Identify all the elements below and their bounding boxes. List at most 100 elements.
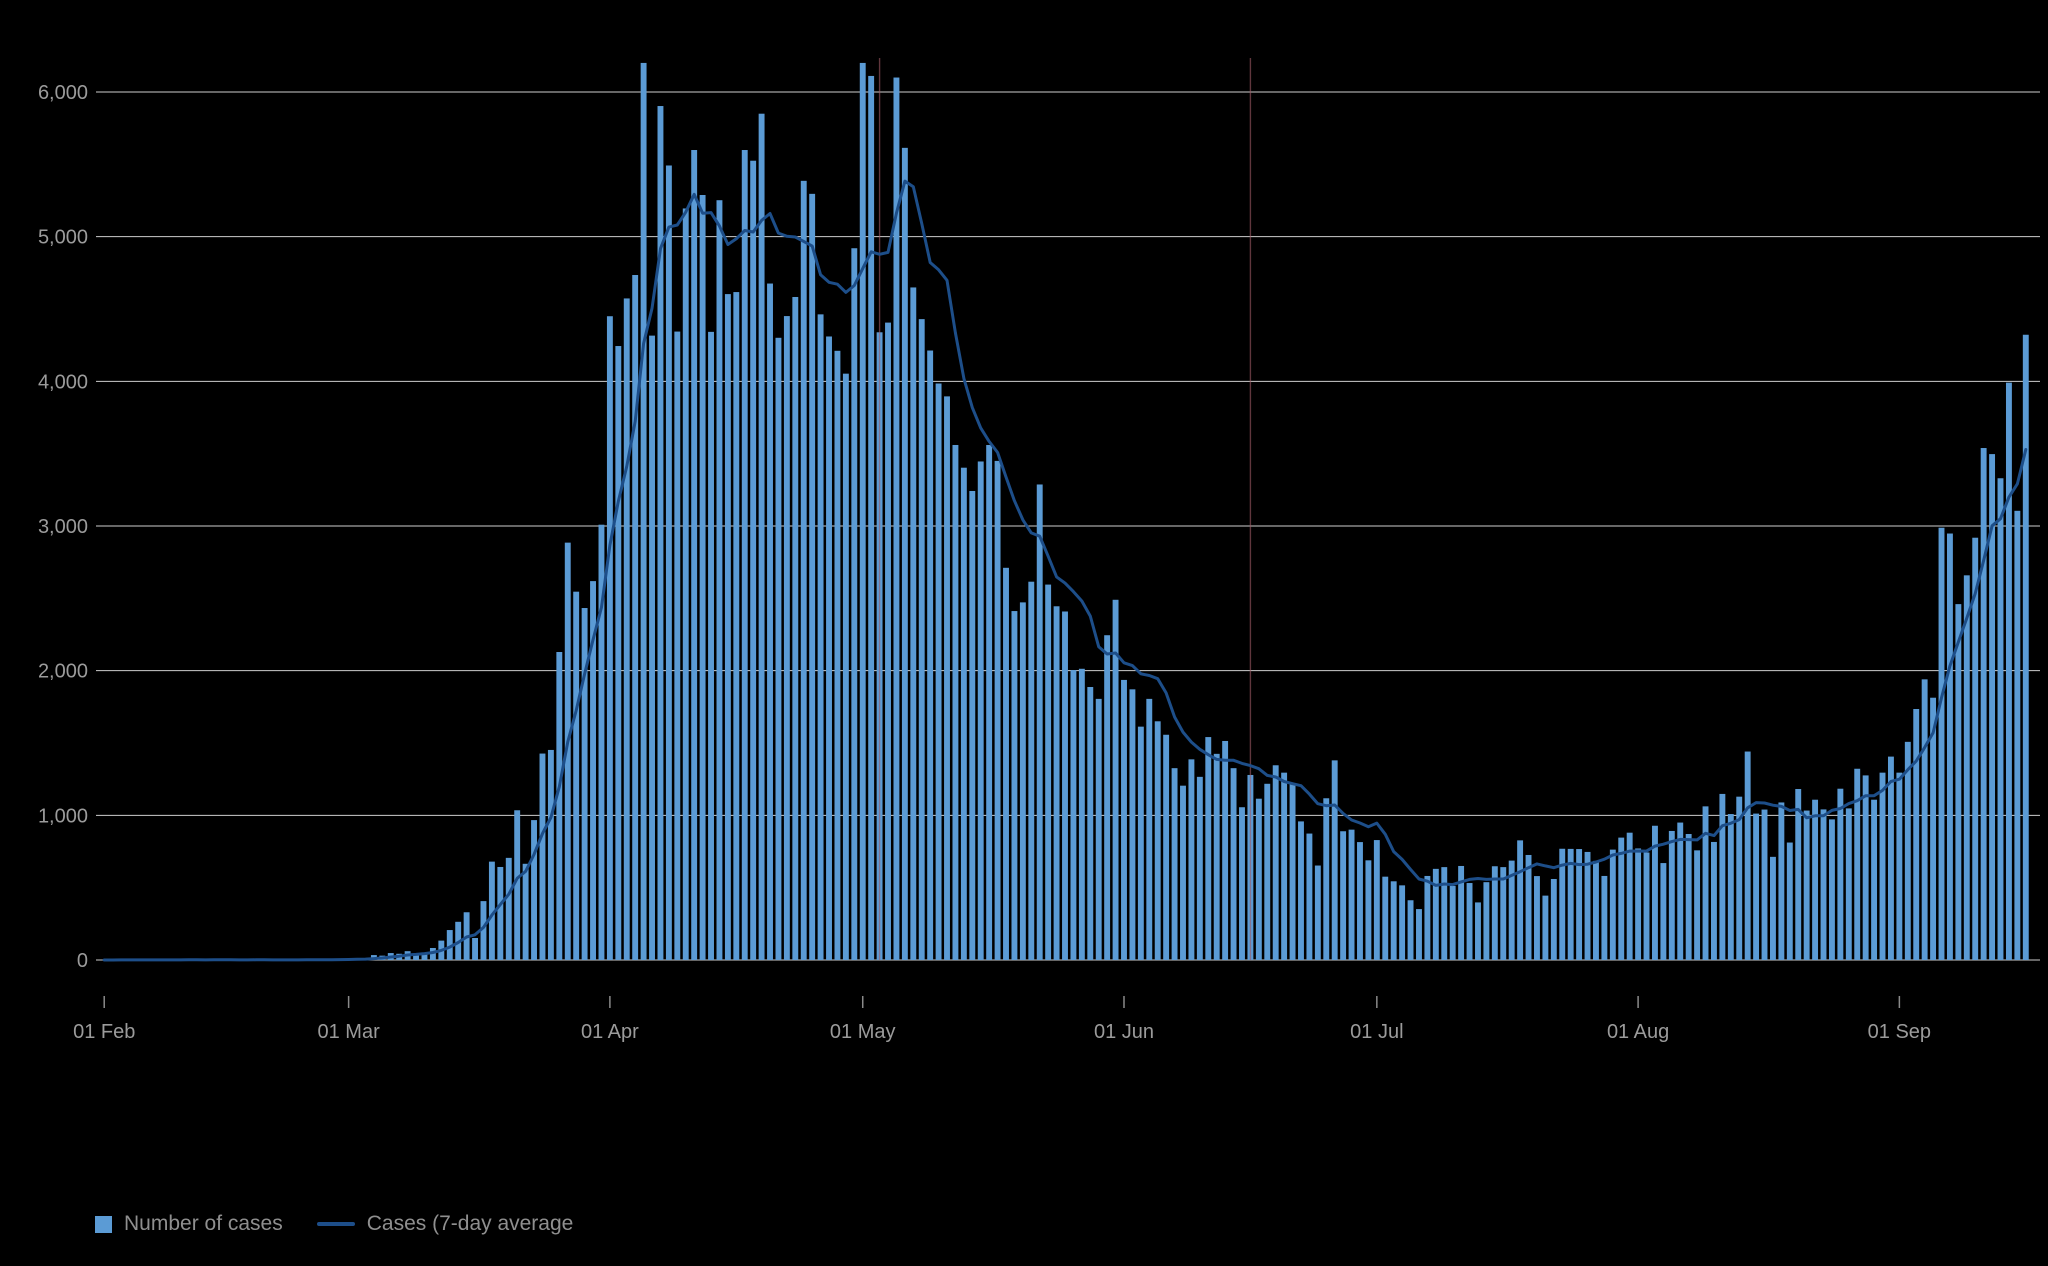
case-bar[interactable]: [1685, 833, 1692, 960]
case-bar[interactable]: [1399, 885, 1406, 960]
case-bar[interactable]: [1483, 882, 1490, 960]
case-bar[interactable]: [598, 524, 605, 960]
case-bar[interactable]: [927, 350, 934, 960]
case-bar[interactable]: [691, 150, 698, 960]
case-bar[interactable]: [1432, 868, 1439, 960]
case-bar[interactable]: [969, 490, 976, 960]
case-bar[interactable]: [775, 337, 782, 960]
case-bar[interactable]: [1652, 825, 1658, 960]
case-bar[interactable]: [1137, 726, 1144, 960]
case-bar[interactable]: [1778, 802, 1785, 960]
case-bar[interactable]: [1635, 848, 1642, 960]
case-bar[interactable]: [1963, 575, 1970, 960]
case-bar[interactable]: [1601, 875, 1608, 960]
case-bar[interactable]: [1255, 798, 1262, 960]
case-bar[interactable]: [1668, 830, 1675, 960]
case-bar[interactable]: [1340, 831, 1347, 960]
case-bar[interactable]: [1500, 867, 1507, 960]
case-bar[interactable]: [1534, 876, 1540, 960]
case-bar[interactable]: [1879, 772, 1886, 960]
case-bar[interactable]: [817, 314, 824, 960]
legend-item-average[interactable]: Cases (7-day average: [316, 1212, 573, 1236]
case-bar[interactable]: [1862, 775, 1869, 960]
case-bar[interactable]: [1744, 751, 1751, 960]
case-bar[interactable]: [623, 298, 630, 960]
case-bar[interactable]: [1449, 885, 1456, 960]
case-bar[interactable]: [1078, 668, 1085, 960]
case-bar[interactable]: [1230, 768, 1237, 960]
case-bar[interactable]: [1045, 584, 1052, 960]
case-bar[interactable]: [1593, 860, 1599, 960]
case-bar[interactable]: [1121, 679, 1127, 960]
case-bar[interactable]: [1357, 842, 1363, 960]
case-bar[interactable]: [1222, 740, 1229, 960]
case-bar[interactable]: [868, 75, 875, 960]
case-bar[interactable]: [1036, 484, 1043, 960]
case-bar[interactable]: [1887, 756, 1894, 960]
case-bar[interactable]: [649, 335, 655, 960]
case-bar[interactable]: [1769, 856, 1776, 960]
case-bar[interactable]: [1736, 796, 1743, 960]
case-bar[interactable]: [1373, 840, 1380, 960]
case-bar[interactable]: [1753, 813, 1760, 960]
case-bar[interactable]: [918, 319, 925, 960]
case-bar[interactable]: [1525, 854, 1532, 960]
case-bar[interactable]: [632, 275, 639, 961]
legend-item-cases[interactable]: Number of cases: [95, 1212, 283, 1236]
case-bar[interactable]: [1660, 863, 1667, 960]
case-bar[interactable]: [1382, 876, 1389, 960]
case-bar[interactable]: [1694, 850, 1701, 960]
case-bar[interactable]: [1997, 478, 2004, 960]
case-bar[interactable]: [792, 296, 799, 960]
case-bar[interactable]: [783, 316, 790, 961]
case-bar[interactable]: [2005, 382, 2012, 960]
case-bar[interactable]: [514, 810, 521, 960]
case-bar[interactable]: [556, 652, 563, 960]
case-bar[interactable]: [1196, 776, 1203, 960]
case-bar[interactable]: [1011, 611, 1018, 960]
case-bar[interactable]: [1828, 819, 1835, 960]
case-bar[interactable]: [1702, 806, 1709, 960]
case-bar[interactable]: [1028, 581, 1035, 960]
case-bar[interactable]: [657, 106, 664, 961]
case-bar[interactable]: [531, 820, 537, 960]
case-bar[interactable]: [413, 953, 419, 960]
case-bar[interactable]: [800, 180, 807, 961]
case-bar[interactable]: [1188, 759, 1195, 960]
case-bar[interactable]: [1803, 810, 1810, 960]
case-bar[interactable]: [1980, 448, 1987, 960]
case-bar[interactable]: [665, 165, 672, 960]
case-bar[interactable]: [1559, 848, 1566, 960]
case-bar[interactable]: [640, 62, 647, 961]
case-bar[interactable]: [1163, 734, 1170, 960]
case-bar[interactable]: [842, 373, 849, 960]
case-bar[interactable]: [944, 396, 950, 960]
case-bar[interactable]: [1416, 909, 1422, 960]
case-bar[interactable]: [573, 591, 580, 960]
case-bar[interactable]: [581, 608, 588, 960]
case-bar[interactable]: [1491, 866, 1498, 960]
case-bar[interactable]: [1517, 840, 1524, 960]
case-bar[interactable]: [1053, 606, 1060, 960]
case-bar[interactable]: [1213, 753, 1220, 960]
case-bar[interactable]: [421, 952, 428, 960]
case-bar[interactable]: [1390, 881, 1397, 960]
case-bar[interactable]: [1913, 709, 1920, 960]
case-bar[interactable]: [1129, 689, 1136, 960]
case-bar[interactable]: [1298, 821, 1304, 960]
case-bar[interactable]: [1643, 852, 1650, 960]
case-bar[interactable]: [859, 62, 866, 961]
case-bar[interactable]: [1019, 602, 1026, 960]
case-bar[interactable]: [1095, 698, 1102, 960]
case-bar[interactable]: [539, 753, 546, 960]
case-bar[interactable]: [1567, 848, 1574, 960]
case-bar[interactable]: [488, 861, 495, 960]
case-bar[interactable]: [1154, 721, 1161, 960]
case-bar[interactable]: [935, 383, 942, 961]
case-bar[interactable]: [1871, 799, 1878, 960]
case-bar[interactable]: [1542, 895, 1549, 960]
case-bar[interactable]: [1946, 533, 1953, 960]
case-bar[interactable]: [960, 467, 967, 960]
case-bar[interactable]: [1584, 851, 1591, 960]
case-bar[interactable]: [885, 322, 891, 961]
